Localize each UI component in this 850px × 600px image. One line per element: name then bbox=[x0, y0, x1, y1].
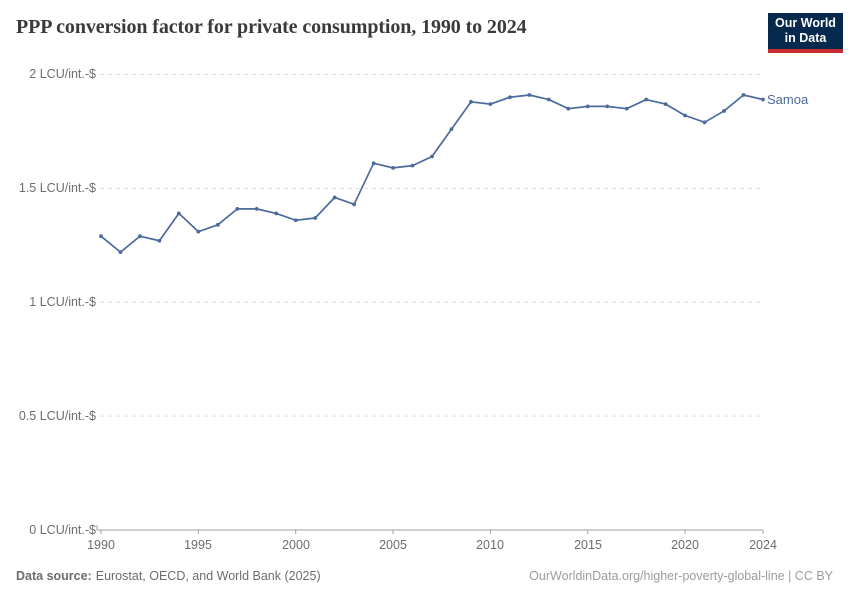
data-point bbox=[546, 97, 551, 102]
data-point bbox=[99, 234, 103, 239]
data-source-label: Data source: bbox=[16, 569, 92, 583]
data-source-note: Data source: Eurostat, OECD, and World Ba… bbox=[16, 569, 321, 583]
x-tick-label: 1990 bbox=[87, 538, 115, 552]
data-point bbox=[235, 206, 240, 211]
data-point bbox=[430, 154, 434, 159]
x-tick-label: 2010 bbox=[476, 538, 504, 552]
data-point bbox=[157, 238, 162, 243]
data-point bbox=[566, 106, 571, 111]
owid-logo-text: Our World in Data bbox=[775, 16, 836, 45]
data-point bbox=[683, 113, 688, 118]
owid-logo[interactable]: Our World in Data bbox=[768, 13, 843, 53]
data-point bbox=[196, 229, 201, 234]
chart-title: PPP conversion factor for private consum… bbox=[16, 16, 527, 38]
data-point bbox=[215, 222, 220, 227]
data-point bbox=[138, 234, 142, 239]
y-tick-label: 0 LCU/int.-$ bbox=[29, 523, 96, 537]
y-tick-label: 2 LCU/int.-$ bbox=[29, 67, 96, 81]
data-point bbox=[410, 163, 415, 168]
data-point bbox=[293, 218, 298, 223]
data-point bbox=[449, 127, 454, 132]
data-point bbox=[702, 120, 707, 125]
x-tick-label: 2005 bbox=[379, 538, 407, 552]
series-line-samoa[interactable] bbox=[100, 94, 764, 253]
data-point bbox=[352, 202, 357, 207]
data-point bbox=[663, 102, 668, 107]
data-point bbox=[469, 99, 473, 104]
data-point bbox=[118, 250, 123, 255]
data-point bbox=[741, 93, 746, 97]
data-source-text: Eurostat, OECD, and World Bank (2025) bbox=[95, 569, 321, 583]
data-point bbox=[644, 97, 649, 102]
x-tick-label: 2000 bbox=[282, 538, 310, 552]
y-tick-label: 0.5 LCU/int.-$ bbox=[18, 409, 96, 423]
data-point bbox=[274, 211, 279, 216]
data-point bbox=[722, 109, 726, 113]
data-point bbox=[527, 93, 532, 97]
data-point bbox=[507, 95, 512, 100]
data-point bbox=[605, 104, 610, 109]
x-tick-label: 2015 bbox=[574, 538, 602, 552]
data-point bbox=[176, 211, 181, 216]
data-point bbox=[313, 216, 318, 220]
data-point bbox=[371, 161, 376, 166]
data-point bbox=[488, 102, 493, 107]
data-point bbox=[391, 165, 395, 170]
x-tick-label: 2024 bbox=[749, 538, 777, 552]
x-tick-label: 2020 bbox=[671, 538, 699, 552]
data-point bbox=[332, 195, 337, 200]
y-tick-label: 1 LCU/int.-$ bbox=[29, 295, 96, 309]
owid-link[interactable]: OurWorldinData.org/higher-poverty-global… bbox=[529, 569, 833, 583]
data-point bbox=[624, 106, 629, 111]
series-label-samoa[interactable]: Samoa bbox=[767, 92, 809, 107]
x-tick-label: 1995 bbox=[184, 538, 212, 552]
data-point bbox=[254, 206, 259, 211]
data-point bbox=[585, 104, 590, 109]
data-point bbox=[761, 97, 765, 102]
y-tick-label: 1.5 LCU/int.-$ bbox=[18, 181, 96, 195]
